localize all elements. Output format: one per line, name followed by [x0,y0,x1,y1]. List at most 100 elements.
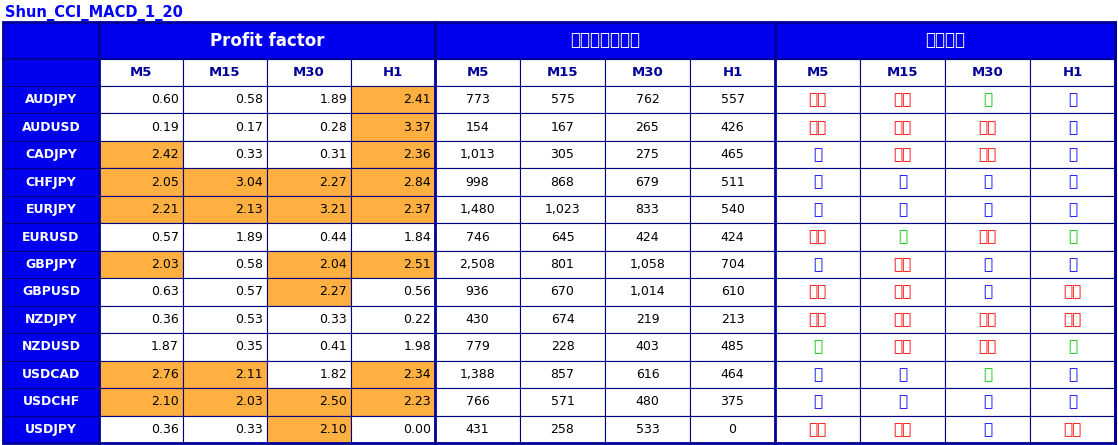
Bar [945,251,1030,278]
Text: 0.31: 0.31 [320,148,347,161]
Text: 645: 645 [551,231,575,243]
Text: 優: 優 [983,202,992,217]
Text: H1: H1 [722,66,742,79]
Text: 0.41: 0.41 [320,340,347,353]
Text: 0.33: 0.33 [320,313,347,326]
Bar [100,196,183,223]
Bar [690,278,775,306]
Text: 良: 良 [1068,340,1077,354]
Bar [435,113,520,141]
Text: 610: 610 [721,285,745,299]
Text: 良: 良 [1068,230,1077,245]
Text: 優: 優 [898,394,907,409]
Text: お勧め度: お勧め度 [925,32,965,49]
Text: 不可: 不可 [978,120,996,135]
Text: 2.21: 2.21 [151,203,179,216]
Text: 480: 480 [635,395,660,409]
Text: 3.37: 3.37 [404,121,432,134]
Text: 2.37: 2.37 [404,203,432,216]
Bar [267,196,351,223]
Text: 2.11: 2.11 [236,368,263,381]
Bar [520,59,605,86]
Bar [520,388,605,416]
Bar [605,251,690,278]
Text: 670: 670 [550,285,575,299]
Bar [520,141,605,168]
Text: 0.57: 0.57 [235,285,263,299]
Bar [100,141,183,168]
Bar [3,333,100,360]
Bar [3,22,100,59]
Text: エントリー回数: エントリー回数 [570,32,639,49]
Text: 265: 265 [636,121,660,134]
Bar [3,251,100,278]
Text: CADJPY: CADJPY [25,148,77,161]
Bar [860,388,945,416]
Bar [690,86,775,113]
Text: NZDJPY: NZDJPY [25,313,77,326]
Bar [267,86,351,113]
Bar [520,223,605,251]
Bar [690,141,775,168]
Text: 優: 優 [1068,394,1077,409]
Bar [1030,388,1115,416]
Bar [3,141,100,168]
Text: 0.58: 0.58 [235,258,263,271]
Bar [183,86,267,113]
Bar [775,196,860,223]
Bar [3,360,100,388]
Text: 不可: 不可 [893,120,911,135]
Bar [690,333,775,360]
Bar [267,388,351,416]
Bar [520,113,605,141]
Text: 2.51: 2.51 [404,258,432,271]
Bar [945,333,1030,360]
Text: 511: 511 [721,176,745,189]
Bar [183,278,267,306]
Bar [100,360,183,388]
Bar [690,196,775,223]
Bar [775,251,860,278]
Bar [1030,306,1115,333]
Text: 優: 優 [1068,120,1077,135]
Bar [183,168,267,196]
Text: 不可: 不可 [808,120,826,135]
Text: 不可: 不可 [808,92,826,107]
Text: 746: 746 [465,231,490,243]
Bar [520,416,605,443]
Bar [690,306,775,333]
Text: 1,013: 1,013 [459,148,495,161]
Bar [860,196,945,223]
Text: EURUSD: EURUSD [22,231,79,243]
Bar [605,223,690,251]
Bar [435,278,520,306]
Text: 優: 優 [983,257,992,272]
Bar [100,388,183,416]
Text: 優: 優 [1068,257,1077,272]
Bar [183,141,267,168]
Bar [351,360,435,388]
Bar [945,113,1030,141]
Bar [1030,113,1115,141]
Bar [1030,196,1115,223]
Bar [267,251,351,278]
Text: 557: 557 [720,93,745,106]
Bar [860,416,945,443]
Text: 不可: 不可 [808,312,826,327]
Bar [1030,59,1115,86]
Text: 154: 154 [465,121,490,134]
Bar [3,86,100,113]
Text: 2.50: 2.50 [319,395,347,409]
Bar [351,196,435,223]
Bar [183,416,267,443]
Text: 0.57: 0.57 [151,231,179,243]
Bar [3,223,100,251]
Bar [690,113,775,141]
Bar [775,388,860,416]
Bar [100,113,183,141]
Bar [351,251,435,278]
Bar [100,278,183,306]
Text: Shun_CCI_MACD_1_20: Shun_CCI_MACD_1_20 [4,5,183,21]
Bar [351,113,435,141]
Text: M30: M30 [972,66,1003,79]
